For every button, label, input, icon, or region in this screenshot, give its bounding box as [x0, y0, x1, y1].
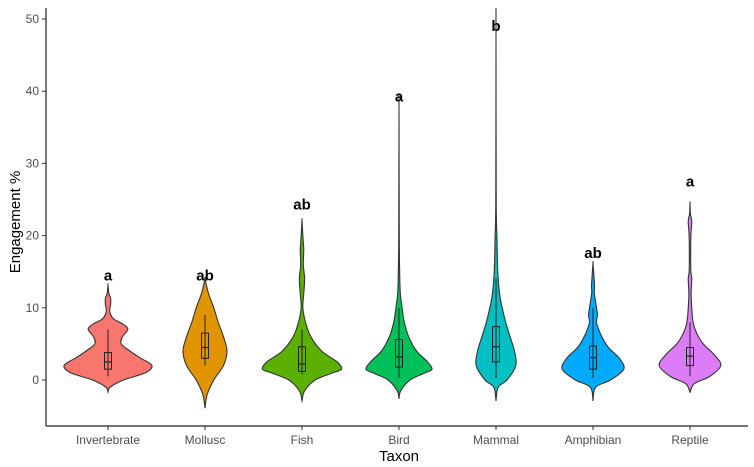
y-axis-title: Engagement %: [7, 171, 24, 274]
y-tick-label: 50: [26, 12, 40, 26]
x-axis-title: Taxon: [379, 448, 419, 465]
violin-mammal: b: [475, 8, 517, 402]
significance-letter: ab: [196, 267, 214, 284]
box: [104, 352, 112, 370]
violin-reptile: a: [658, 173, 722, 394]
x-tick-label: Bird: [388, 433, 409, 447]
significance-letter: a: [686, 173, 695, 190]
significance-letter: a: [104, 267, 113, 284]
box: [492, 326, 500, 363]
violin-mollusc: ab: [182, 267, 228, 409]
violin-fish: ab: [261, 197, 343, 404]
y-tick-label: 0: [32, 373, 39, 387]
x-tick-label: Fish: [291, 433, 314, 447]
x-tick-label: Mollusc: [185, 433, 226, 447]
x-tick-label: Amphibian: [565, 433, 622, 447]
y-tick-label: 40: [26, 84, 40, 98]
x-tick-label: Mammal: [473, 433, 519, 447]
axes: Invertebrate Mollusc Fish Bird Mammal Amphibi…: [26, 8, 748, 447]
y-tick-label: 10: [26, 301, 40, 315]
violin-body: [365, 92, 433, 399]
y-tick-label: 30: [26, 156, 40, 170]
box: [298, 346, 306, 372]
x-tick-label: Reptile: [671, 433, 709, 447]
y-tick-label: 20: [26, 229, 40, 243]
violin-body: [658, 201, 722, 394]
violin-body: [475, 8, 517, 402]
significance-letter: a: [395, 88, 404, 105]
significance-letter: b: [491, 18, 500, 35]
box: [395, 339, 403, 368]
violin-body: [261, 218, 343, 404]
significance-letter: ab: [293, 197, 311, 214]
significance-letter: ab: [584, 245, 602, 262]
box: [201, 332, 209, 359]
violin-amphibian: ab: [561, 245, 625, 402]
x-tick-label: Invertebrate: [76, 433, 140, 447]
violin-invertebrate: a: [63, 267, 153, 394]
violin-bird: a: [365, 88, 433, 399]
